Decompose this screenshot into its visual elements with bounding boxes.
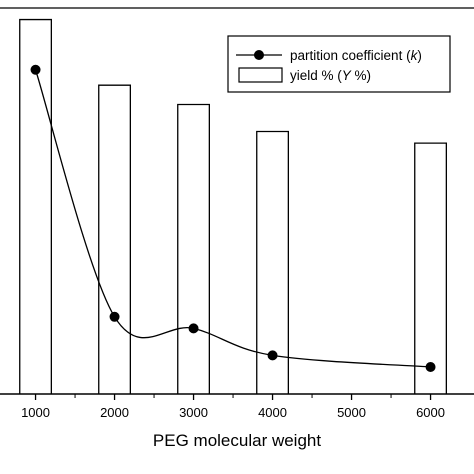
partition-coefficient-point [188, 323, 199, 334]
partition-coefficient-points [30, 64, 436, 372]
legend-bar-sample [238, 67, 283, 83]
legend: partition coefficient (k) yield % (Y %) [227, 35, 451, 93]
x-axis-title: PEG molecular weight [153, 431, 321, 450]
x-tick-label: 2000 [100, 405, 129, 420]
partition-coefficient-point [425, 361, 436, 372]
legend-marker-sample [254, 50, 264, 60]
x-tick-label: 6000 [416, 405, 445, 420]
yield-bars [19, 18, 447, 394]
legend-label-yield: yield % (Y %) [290, 68, 371, 83]
legend-label-partition-coefficient: partition coefficient (k) [290, 48, 422, 63]
yield-bar [98, 84, 131, 394]
yield-bar [177, 103, 210, 394]
yield-bar [19, 18, 52, 394]
legend-box [227, 35, 451, 93]
partition-coefficient-point [30, 64, 41, 75]
partition-coefficient-point [109, 311, 120, 322]
x-axis-ticks: 1000 2000 3000 4000 5000 6000 [21, 394, 445, 420]
yield-bar [256, 130, 289, 394]
x-tick-label: 3000 [179, 405, 208, 420]
partition-coefficient-point [267, 350, 278, 361]
yield-bar [414, 142, 447, 394]
x-tick-label: 1000 [21, 405, 50, 420]
partition-coefficient-curve [34, 69, 431, 368]
x-tick-label: 4000 [258, 405, 287, 420]
x-tick-label: 5000 [337, 405, 366, 420]
